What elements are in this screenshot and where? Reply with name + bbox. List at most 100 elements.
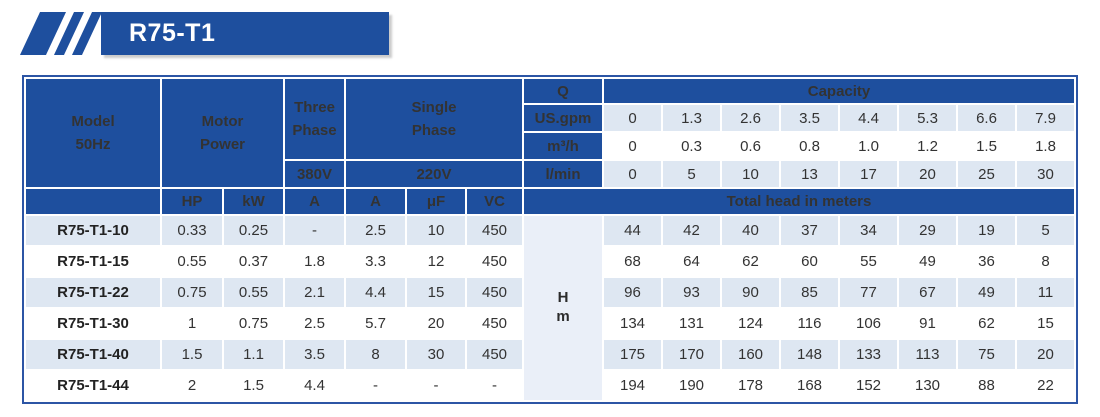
head-value: 62 [958, 309, 1015, 338]
capacity-value: 0.8 [781, 133, 838, 159]
head-value: 190 [663, 371, 720, 400]
spec-value: 450 [467, 309, 522, 338]
spec-value: 4.4 [285, 371, 344, 400]
model-name: R75-T1-22 [26, 278, 160, 307]
head-value: 22 [1017, 371, 1074, 400]
capacity-value: 17 [840, 161, 897, 187]
unit-label-m3h: m³/h [524, 133, 602, 159]
capacity-value: 7.9 [1017, 105, 1074, 131]
head-value: 5 [1017, 216, 1074, 245]
table-row: R75-T1-22 0.75 0.55 2.1 4.4 15 450 96 93 90 85 77 67… [26, 278, 1074, 307]
spec-value: 3.3 [346, 247, 405, 276]
unit-label-lmin: l/min [524, 161, 602, 187]
head-value: 85 [781, 278, 838, 307]
capacity-value: 0 [604, 161, 661, 187]
unit-label-usgpm: US.gpm [524, 105, 602, 131]
head-value: 11 [1017, 278, 1074, 307]
spec-value: 2.5 [346, 216, 405, 245]
capacity-value: 1.0 [840, 133, 897, 159]
header-three-line1: Three [294, 98, 335, 116]
head-value: 19 [958, 216, 1015, 245]
header-motor-line2: Power [199, 136, 245, 153]
subheader-empty [26, 189, 160, 214]
spec-value: 12 [407, 247, 465, 276]
header-single-line1: Single [411, 98, 457, 116]
capacity-value: 6.6 [958, 105, 1015, 131]
head-value: 68 [604, 247, 661, 276]
spec-value: - [285, 216, 344, 245]
head-value: 88 [958, 371, 1015, 400]
spec-value: 1.1 [224, 340, 283, 369]
spec-value: 10 [407, 216, 465, 245]
head-value: 8 [1017, 247, 1074, 276]
head-value: 37 [781, 216, 838, 245]
head-value: 131 [663, 309, 720, 338]
spec-value: 2 [162, 371, 222, 400]
capacity-value: 0 [604, 133, 661, 159]
capacity-value: 1.3 [663, 105, 720, 131]
head-value: 90 [722, 278, 779, 307]
head-value: 116 [781, 309, 838, 338]
table-row: R75-T1-15 0.55 0.37 1.8 3.3 12 450 68 64 62 60 55 49… [26, 247, 1074, 276]
banner-stripes-icon [19, 12, 103, 55]
capacity-value: 25 [958, 161, 1015, 187]
head-value: 194 [604, 371, 661, 400]
spec-value: 20 [407, 309, 465, 338]
head-value: 40 [722, 216, 779, 245]
spec-value: 0.55 [162, 247, 222, 276]
capacity-row-m3h: m³/h 0 0.3 0.6 0.8 1.0 1.2 1.5 1.8 [26, 133, 1074, 159]
spec-value: 450 [467, 278, 522, 307]
head-value: 15 [1017, 309, 1074, 338]
head-value: 175 [604, 340, 661, 369]
spec-value: 0.55 [224, 278, 283, 307]
subheader-row: HP kW A A μF VC Total head in meters [26, 189, 1074, 214]
spec-value: 0.37 [224, 247, 283, 276]
spec-value: 2.5 [285, 309, 344, 338]
head-value: 96 [604, 278, 661, 307]
header-model-line1: Model [71, 112, 115, 130]
table-row: R75-T1-30 1 0.75 2.5 5.7 20 450 134 131 124 116 106… [26, 309, 1074, 338]
head-value: 152 [840, 371, 897, 400]
spec-value: 15 [407, 278, 465, 307]
head-value: 64 [663, 247, 720, 276]
capacity-value: 0.3 [663, 133, 720, 159]
subheader-kw: kW [224, 189, 283, 214]
spec-value: 5.7 [346, 309, 405, 338]
head-value: 75 [958, 340, 1015, 369]
spec-value: 450 [467, 340, 522, 369]
head-value: 91 [899, 309, 956, 338]
model-name: R75-T1-40 [26, 340, 160, 369]
spec-value: 0.33 [162, 216, 222, 245]
subheader-hp: HP [162, 189, 222, 214]
header-single-phase: Single Phase [346, 79, 522, 159]
head-value: 130 [899, 371, 956, 400]
spec-value: 1.8 [285, 247, 344, 276]
header-motor-line1: Motor [201, 112, 244, 130]
head-value: 49 [958, 278, 1015, 307]
spec-value: 30 [407, 340, 465, 369]
spec-value: 8 [346, 340, 405, 369]
spec-value: 4.4 [346, 278, 405, 307]
head-value: 168 [781, 371, 838, 400]
spec-value: 1 [162, 309, 222, 338]
model-name: R75-T1-10 [26, 216, 160, 245]
head-value: 60 [781, 247, 838, 276]
header-total-head: Total head in meters [524, 189, 1074, 214]
head-value: 67 [899, 278, 956, 307]
capacity-value: 20 [899, 161, 956, 187]
head-value: 42 [663, 216, 720, 245]
model-name: R75-T1-30 [26, 309, 160, 338]
head-value: 62 [722, 247, 779, 276]
head-unit-h: H [557, 289, 569, 307]
header-q: Q [524, 79, 602, 103]
page-title: R75-T1 [129, 19, 216, 47]
header-model: Model 50Hz [26, 79, 160, 187]
capacity-value: 2.6 [722, 105, 779, 131]
capacity-value: 0 [604, 105, 661, 131]
capacity-value: 5.3 [899, 105, 956, 131]
head-value: 36 [958, 247, 1015, 276]
head-value: 34 [840, 216, 897, 245]
capacity-value: 5 [663, 161, 720, 187]
header-220v: 220V [346, 161, 522, 187]
header-capacity: Capacity [604, 79, 1074, 103]
